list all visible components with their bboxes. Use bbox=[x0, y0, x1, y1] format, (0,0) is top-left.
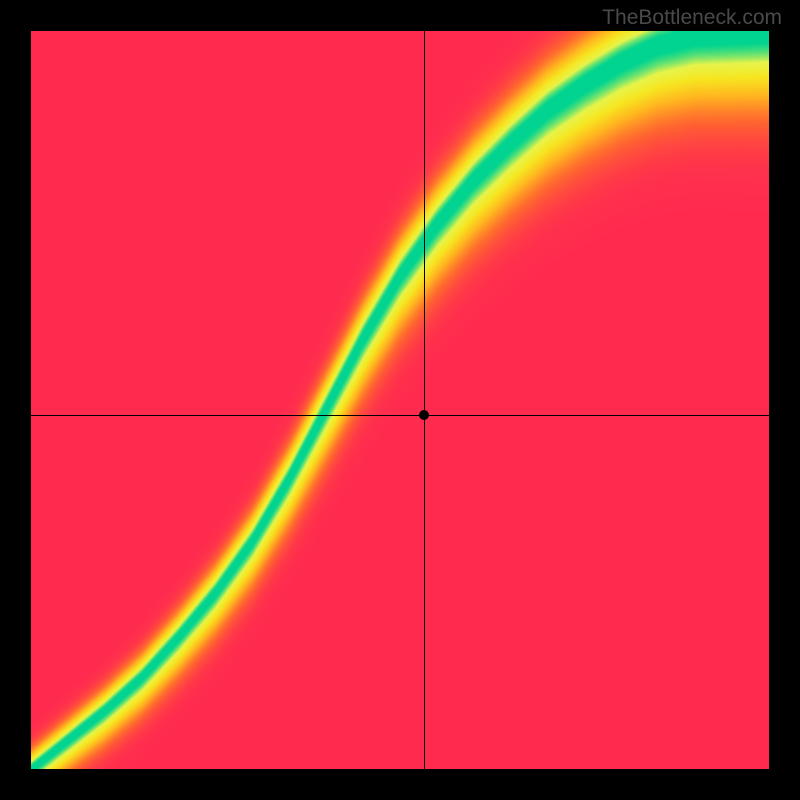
selection-marker-dot bbox=[419, 410, 429, 420]
watermark-text: TheBottleneck.com bbox=[602, 6, 782, 30]
crosshair-vertical bbox=[424, 31, 425, 769]
bottleneck-heatmap-plot bbox=[31, 31, 769, 769]
heatmap-canvas bbox=[31, 31, 769, 769]
crosshair-horizontal bbox=[31, 415, 769, 416]
